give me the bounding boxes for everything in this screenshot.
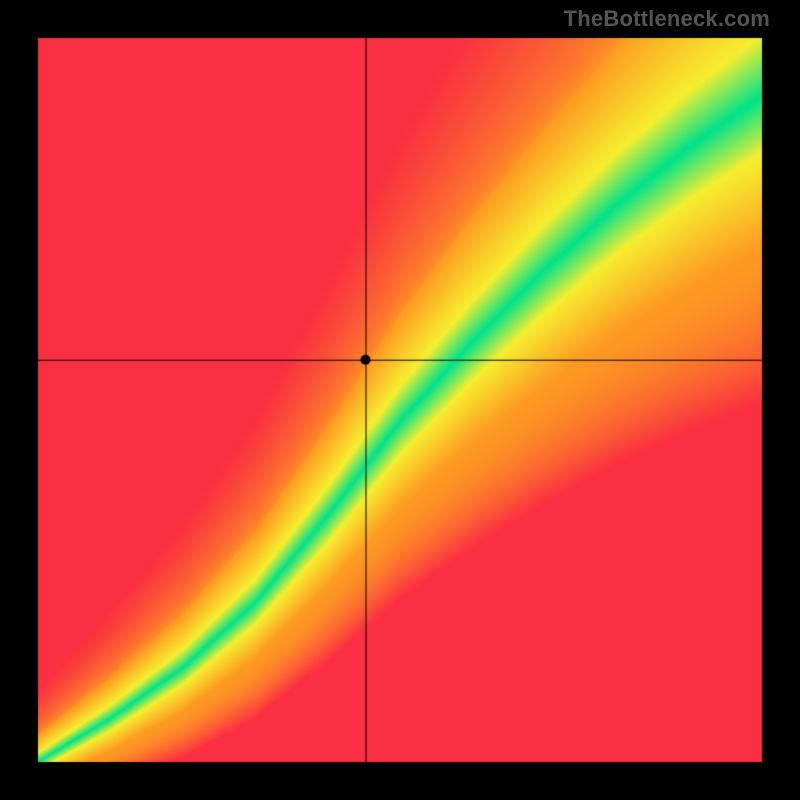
attribution-text: TheBottleneck.com (0, 6, 800, 32)
bottleneck-heatmap (0, 0, 800, 800)
chart-container: TheBottleneck.com (0, 0, 800, 800)
